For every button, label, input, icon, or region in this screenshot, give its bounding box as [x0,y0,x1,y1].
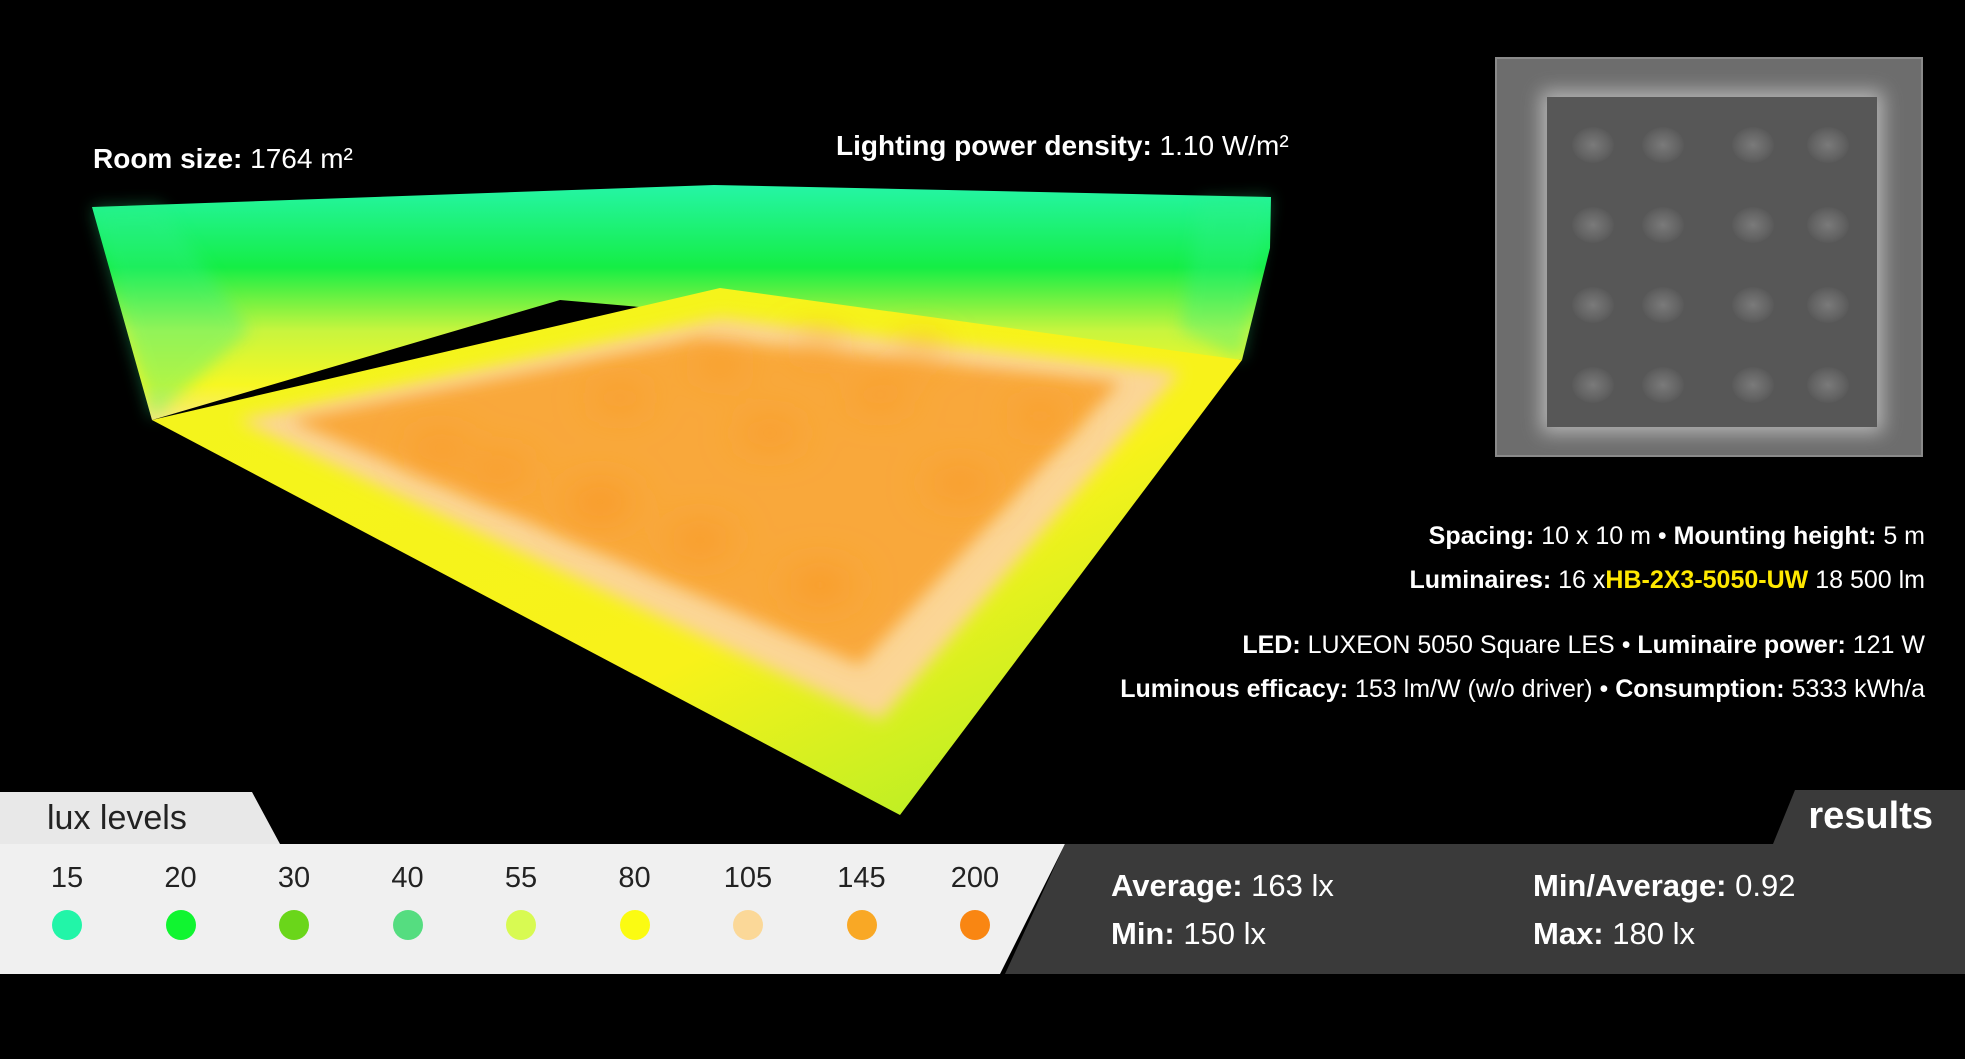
lux-level-item: 145 [822,862,902,940]
lux-level-color-swatch [960,910,990,940]
mounting-height-label: Mounting height: [1673,522,1877,550]
lux-level-value: 20 [164,862,197,894]
lux-level-value: 55 [504,862,538,894]
lux-level-item: 105 [708,862,788,940]
lux-levels-tab [0,792,280,844]
lux-level-value: 145 [837,862,886,894]
lux-level-color-swatch [506,910,536,940]
lux-level-color-swatch [52,910,82,940]
luminaires-count: 16 x [1558,566,1606,594]
result-min-average: Min/Average: 0.92 [1533,868,1795,904]
lux-level-item: 55 [481,862,561,940]
back-wall-right-shade [1180,197,1271,360]
spec-led-line: LED: LUXEON 5050 Square LES • Luminaire … [1242,631,1925,660]
max-value: 180 lx [1612,916,1695,951]
lux-level-color-swatch [846,910,877,940]
lux-level-item: 200 [935,862,1015,940]
efficacy-value: 153 lm/W (w/o driver) [1354,675,1593,703]
lux-level-item: 80 [595,862,675,940]
back-wall-left-shade [92,205,250,420]
lux-level-color-swatch [619,910,650,940]
separator: • [1621,631,1631,659]
result-average: Average: 163 lx [1111,868,1334,904]
lighting-power-density-label: Lighting power density: 1.10 W/m² [836,130,1289,162]
luminaire-power-label: Luminaire power: [1637,631,1846,659]
separator: • [1657,522,1667,550]
results-tab [1773,790,1965,844]
lux-level-value: 80 [618,862,651,894]
efficacy-label: Luminous efficacy: [1120,675,1349,703]
min-average-value: 0.92 [1735,868,1796,903]
led-label: LED: [1242,631,1301,659]
lux-level-value: 200 [950,862,1000,894]
min-value: 150 lx [1183,916,1267,951]
spacing-label: Spacing: [1428,522,1535,550]
luminaire-spots [400,331,1076,611]
luminaires-label: Luminaires: [1409,566,1552,594]
result-min: Min: 150 lx [1111,916,1266,952]
lpd-value: 1.10 W/m² [1159,130,1289,161]
results-title: results [1808,795,1933,837]
floor-core [290,338,1120,665]
luminaire-model-link[interactable]: HB-2X3-5050-UW [1605,566,1809,594]
lux-level-item: 40 [368,862,448,940]
consumption-label: Consumption: [1615,675,1785,703]
lux-levels-title: lux levels [47,799,187,837]
min-label: Min: [1111,916,1175,951]
spec-spacing-line: Spacing: 10 x 10 m • Mounting height: 5 … [1429,522,1925,551]
led-value: LUXEON 5050 Square LES [1307,631,1615,659]
luminaire-power-value: 121 W [1852,631,1925,659]
result-max: Max: 180 lx [1533,916,1695,952]
lux-level-item: 20 [141,862,221,940]
lux-level-color-swatch [279,910,309,940]
lux-levels-panel [0,844,1065,974]
spacing-value: 10 x 10 m [1541,522,1651,550]
top-view-thumbnail[interactable] [1495,57,1923,457]
luminaires-flux: 18 500 lm [1815,566,1925,594]
mounting-height-value: 5 m [1883,522,1925,550]
lux-level-value: 15 [50,862,84,894]
average-value: 163 lx [1251,868,1334,903]
room-size-label: Room size: 1764 m² [93,143,353,175]
lux-level-color-swatch [392,910,423,940]
lux-level-item: 15 [27,862,107,940]
separator: • [1599,675,1609,703]
lux-level-value: 40 [391,862,424,894]
room-size-value: 1764 m² [250,143,353,174]
lux-level-item: 30 [254,862,334,940]
consumption-value: 5333 kWh/a [1791,675,1925,703]
results-panel [1005,844,1965,974]
max-label: Max: [1533,916,1604,951]
lux-level-value: 105 [723,862,773,894]
room-size-caption: Room size: [93,143,243,174]
lpd-caption: Lighting power density: [836,130,1152,161]
room-heatmap-view[interactable] [0,0,1965,860]
lux-level-color-swatch [733,910,763,940]
min-average-label: Min/Average: [1533,868,1727,903]
spec-efficacy-line: Luminous efficacy: 153 lm/W (w/o driver)… [1120,675,1925,704]
spec-luminaires-line: Luminaires: 16 xHB-2X3-5050-UW 18 500 lm [1409,566,1925,595]
average-label: Average: [1111,868,1243,903]
lux-level-value: 30 [277,862,311,894]
lux-level-color-swatch [165,910,196,940]
top-view-floor [1547,97,1877,427]
